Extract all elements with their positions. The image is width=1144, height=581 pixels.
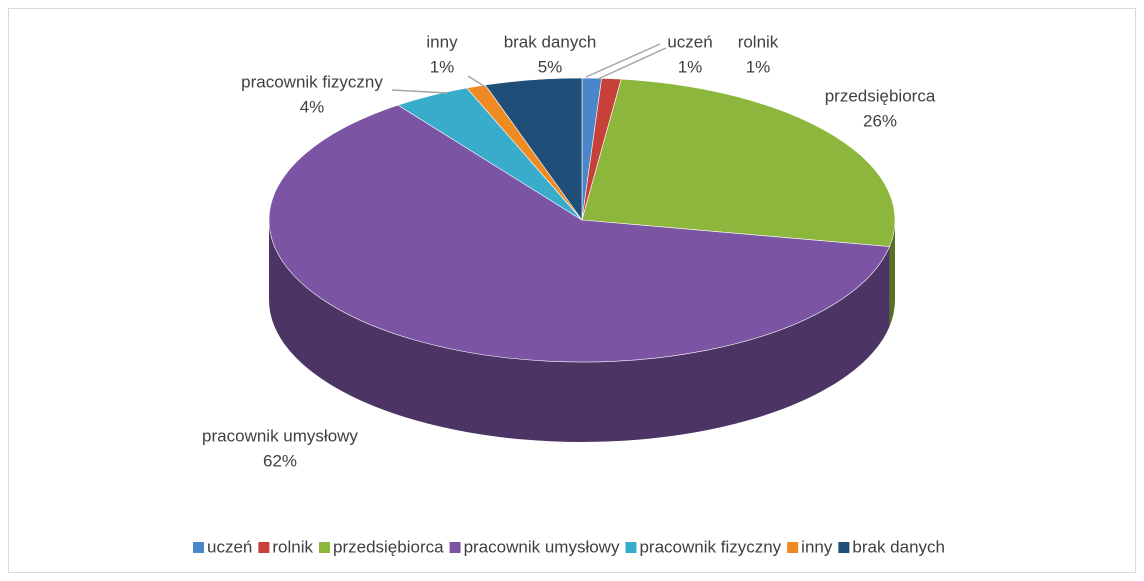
legend-label: przedsiębiorca xyxy=(333,537,444,556)
pie-side xyxy=(269,220,890,443)
legend: uczeń rolnik przedsiębiorca pracownik umysł… xyxy=(193,537,945,556)
slice-label-name: brak danych xyxy=(504,32,597,51)
leader-line xyxy=(391,89,448,94)
legend-swatch xyxy=(319,542,331,553)
legend-label: inny xyxy=(801,537,833,556)
slice-label-value: 1% xyxy=(746,57,771,76)
slice-label-value: 1% xyxy=(430,57,455,76)
slice-label-value: 26% xyxy=(863,111,897,130)
leader-line xyxy=(585,43,661,78)
pie-side xyxy=(889,220,895,327)
slice-label-value: 1% xyxy=(678,57,703,76)
slice-label-name: uczeń xyxy=(667,32,712,51)
leader-line xyxy=(467,75,488,89)
legend-label: pracownik umysłowy xyxy=(464,537,620,556)
slice-label-value: 62% xyxy=(263,451,297,470)
slice-label-name: pracownik umysłowy xyxy=(202,426,358,445)
pie-slice xyxy=(484,77,583,221)
legend-swatch xyxy=(625,542,637,553)
legend-swatch xyxy=(787,542,799,553)
legend-label: brak danych xyxy=(852,537,945,556)
leader-line xyxy=(597,47,667,80)
slice-label-name: przedsiębiorca xyxy=(825,86,936,105)
pie-slice xyxy=(268,104,890,363)
slice-label-value: 5% xyxy=(538,57,563,76)
slice-label-name: rolnik xyxy=(738,32,779,51)
slice-label-name: pracownik fizyczny xyxy=(241,72,383,91)
legend-swatch xyxy=(258,542,270,553)
legend-swatch xyxy=(193,542,205,553)
legend-label: uczeń xyxy=(207,537,252,556)
slice-label-value: 4% xyxy=(300,97,325,116)
slice-label-name: inny xyxy=(426,32,458,51)
legend-label: rolnik xyxy=(272,537,313,556)
legend-swatch xyxy=(449,542,461,553)
pie-slice xyxy=(581,78,896,247)
legend-swatch xyxy=(838,542,850,553)
legend-label: pracownik fizyczny xyxy=(639,537,781,556)
